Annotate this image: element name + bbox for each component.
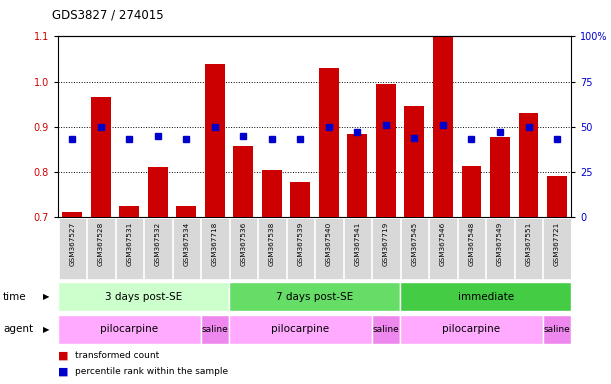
- Text: GSM367536: GSM367536: [240, 222, 246, 266]
- FancyBboxPatch shape: [400, 282, 571, 311]
- Text: GSM367538: GSM367538: [269, 222, 275, 266]
- Text: GSM367545: GSM367545: [411, 222, 417, 266]
- Text: transformed count: transformed count: [75, 351, 159, 361]
- Text: GSM367527: GSM367527: [69, 222, 75, 266]
- Text: percentile rank within the sample: percentile rank within the sample: [75, 367, 229, 376]
- Text: ▶: ▶: [43, 325, 49, 334]
- FancyBboxPatch shape: [58, 314, 200, 344]
- Text: pilocarpine: pilocarpine: [100, 324, 158, 334]
- Text: GSM367534: GSM367534: [183, 222, 189, 266]
- Text: GSM367532: GSM367532: [155, 222, 161, 266]
- FancyBboxPatch shape: [200, 314, 229, 344]
- Bar: [547, 176, 567, 217]
- FancyBboxPatch shape: [400, 314, 543, 344]
- Text: saline: saline: [373, 325, 400, 334]
- Text: GSM367719: GSM367719: [383, 222, 389, 266]
- FancyBboxPatch shape: [87, 218, 114, 279]
- Bar: [490, 137, 510, 217]
- FancyBboxPatch shape: [59, 218, 86, 279]
- Bar: [177, 206, 196, 217]
- FancyBboxPatch shape: [58, 282, 229, 311]
- Text: GSM367721: GSM367721: [554, 222, 560, 266]
- FancyBboxPatch shape: [458, 218, 485, 279]
- FancyBboxPatch shape: [315, 218, 343, 279]
- FancyBboxPatch shape: [258, 218, 285, 279]
- FancyBboxPatch shape: [287, 218, 314, 279]
- Bar: [262, 170, 282, 217]
- FancyBboxPatch shape: [230, 218, 257, 279]
- Text: 3 days post-SE: 3 days post-SE: [105, 291, 182, 302]
- Text: time: time: [3, 291, 27, 302]
- Text: GSM367718: GSM367718: [212, 222, 218, 266]
- Text: GSM367540: GSM367540: [326, 222, 332, 266]
- Bar: [119, 206, 139, 217]
- Bar: [376, 84, 396, 217]
- FancyBboxPatch shape: [430, 218, 456, 279]
- FancyBboxPatch shape: [173, 218, 200, 279]
- Text: pilocarpine: pilocarpine: [271, 324, 329, 334]
- Bar: [91, 98, 111, 217]
- Text: GSM367548: GSM367548: [469, 222, 475, 266]
- FancyBboxPatch shape: [543, 314, 571, 344]
- FancyBboxPatch shape: [486, 218, 514, 279]
- Text: GSM367539: GSM367539: [298, 222, 304, 266]
- Text: saline: saline: [202, 325, 229, 334]
- FancyBboxPatch shape: [401, 218, 428, 279]
- Text: 7 days post-SE: 7 days post-SE: [276, 291, 353, 302]
- Text: GSM367528: GSM367528: [98, 222, 104, 266]
- Bar: [404, 106, 425, 217]
- Bar: [519, 113, 538, 217]
- FancyBboxPatch shape: [372, 218, 400, 279]
- FancyBboxPatch shape: [515, 218, 542, 279]
- FancyBboxPatch shape: [115, 218, 143, 279]
- FancyBboxPatch shape: [201, 218, 229, 279]
- Text: pilocarpine: pilocarpine: [442, 324, 500, 334]
- FancyBboxPatch shape: [543, 218, 571, 279]
- Text: GSM367531: GSM367531: [126, 222, 133, 266]
- FancyBboxPatch shape: [229, 314, 371, 344]
- Bar: [461, 166, 481, 217]
- Bar: [148, 167, 168, 217]
- Text: GSM367546: GSM367546: [440, 222, 446, 266]
- Bar: [62, 212, 82, 217]
- Bar: [348, 134, 367, 217]
- Bar: [205, 64, 225, 217]
- Text: GSM367551: GSM367551: [525, 222, 532, 266]
- Text: GSM367549: GSM367549: [497, 222, 503, 266]
- Text: ■: ■: [58, 366, 68, 377]
- FancyBboxPatch shape: [144, 218, 172, 279]
- FancyBboxPatch shape: [229, 282, 400, 311]
- Text: agent: agent: [3, 324, 33, 334]
- FancyBboxPatch shape: [371, 314, 400, 344]
- Bar: [233, 146, 254, 217]
- Text: saline: saline: [544, 325, 571, 334]
- Text: ■: ■: [58, 351, 68, 361]
- Bar: [433, 36, 453, 217]
- Bar: [290, 182, 310, 217]
- FancyBboxPatch shape: [344, 218, 371, 279]
- Text: GSM367541: GSM367541: [354, 222, 360, 266]
- Bar: [319, 68, 339, 217]
- Text: immediate: immediate: [458, 291, 514, 302]
- Text: GDS3827 / 274015: GDS3827 / 274015: [52, 8, 164, 21]
- Text: ▶: ▶: [43, 292, 49, 301]
